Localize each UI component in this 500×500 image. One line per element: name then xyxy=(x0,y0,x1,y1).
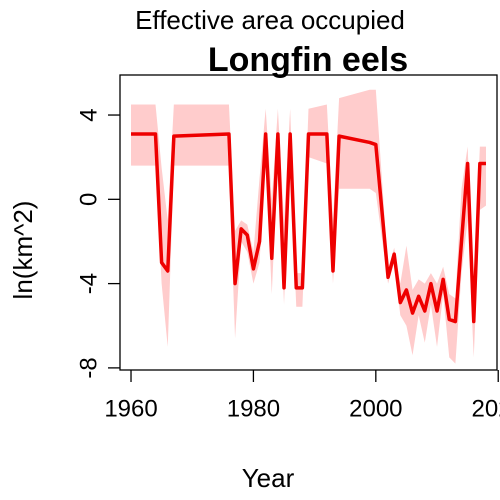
x-tick-label: 1980 xyxy=(227,395,280,422)
chart-title: Effective area occupied xyxy=(135,5,405,35)
y-tick-label: 0 xyxy=(75,193,102,206)
plot-frame xyxy=(119,74,498,371)
line xyxy=(131,132,486,324)
x-tick-label: 2020 xyxy=(472,395,500,422)
x-tick-label: 1960 xyxy=(104,395,157,422)
x-axis-label: Year xyxy=(242,463,295,493)
y-tick-label: 4 xyxy=(75,108,102,121)
y-tick-label: -8 xyxy=(75,357,102,378)
y-tick-label: -4 xyxy=(75,273,102,294)
confidence-band xyxy=(131,89,486,364)
chart-subtitle: Longfin eels xyxy=(208,41,408,79)
y-axis-label: ln(km^2) xyxy=(8,201,38,300)
x-tick-label: 2000 xyxy=(349,395,402,422)
